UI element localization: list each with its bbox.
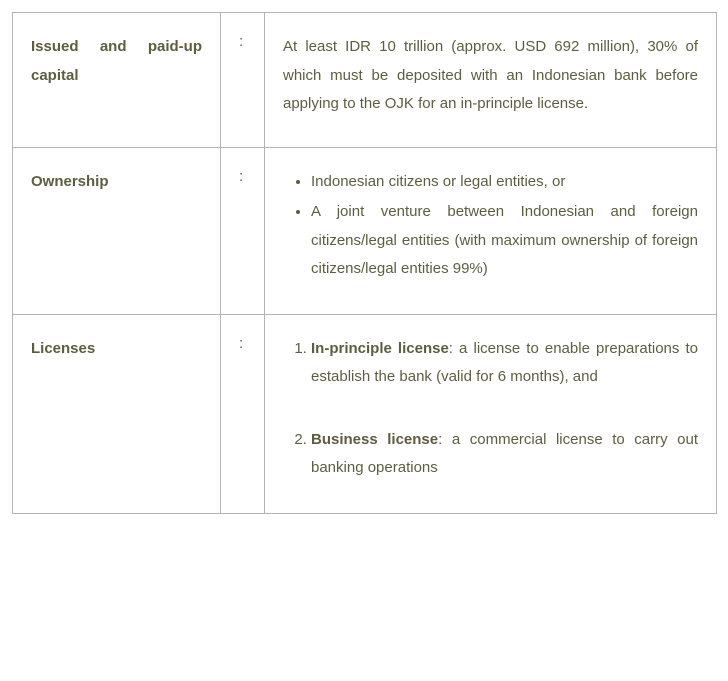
licenses-list: In-principle license: a license to enabl… [283, 335, 698, 483]
label-capital-line1: Issued and paid-up [31, 38, 202, 55]
ownership-item-2: A joint venture between Indonesian and f… [311, 198, 698, 284]
license-item-2: Business license: a commercial license t… [311, 426, 698, 483]
license-2-name: Business license [311, 431, 438, 448]
label-licenses: Licenses [31, 335, 202, 364]
body-capital: At least IDR 10 trillion (approx. USD 69… [283, 33, 698, 119]
requirements-table: Issued and paid-up capital : At least ID… [12, 12, 717, 514]
separator: : [239, 335, 243, 352]
label-ownership: Ownership [31, 168, 202, 197]
label-capital: Issued and paid-up capital [31, 33, 202, 90]
ownership-list: Indonesian citizens or legal entities, o… [283, 168, 698, 284]
separator: : [239, 33, 243, 50]
license-item-1: In-principle license: a license to enabl… [311, 335, 698, 424]
license-1-name: In-principle license [311, 340, 449, 357]
row-capital: Issued and paid-up capital : At least ID… [13, 13, 717, 148]
separator: : [239, 168, 243, 185]
ownership-item-1: Indonesian citizens or legal entities, o… [311, 168, 698, 197]
row-ownership: Ownership : Indonesian citizens or legal… [13, 147, 717, 314]
row-licenses: Licenses : In-principle license: a licen… [13, 314, 717, 513]
label-capital-line2: capital [31, 62, 79, 91]
list-spacer [311, 392, 698, 424]
